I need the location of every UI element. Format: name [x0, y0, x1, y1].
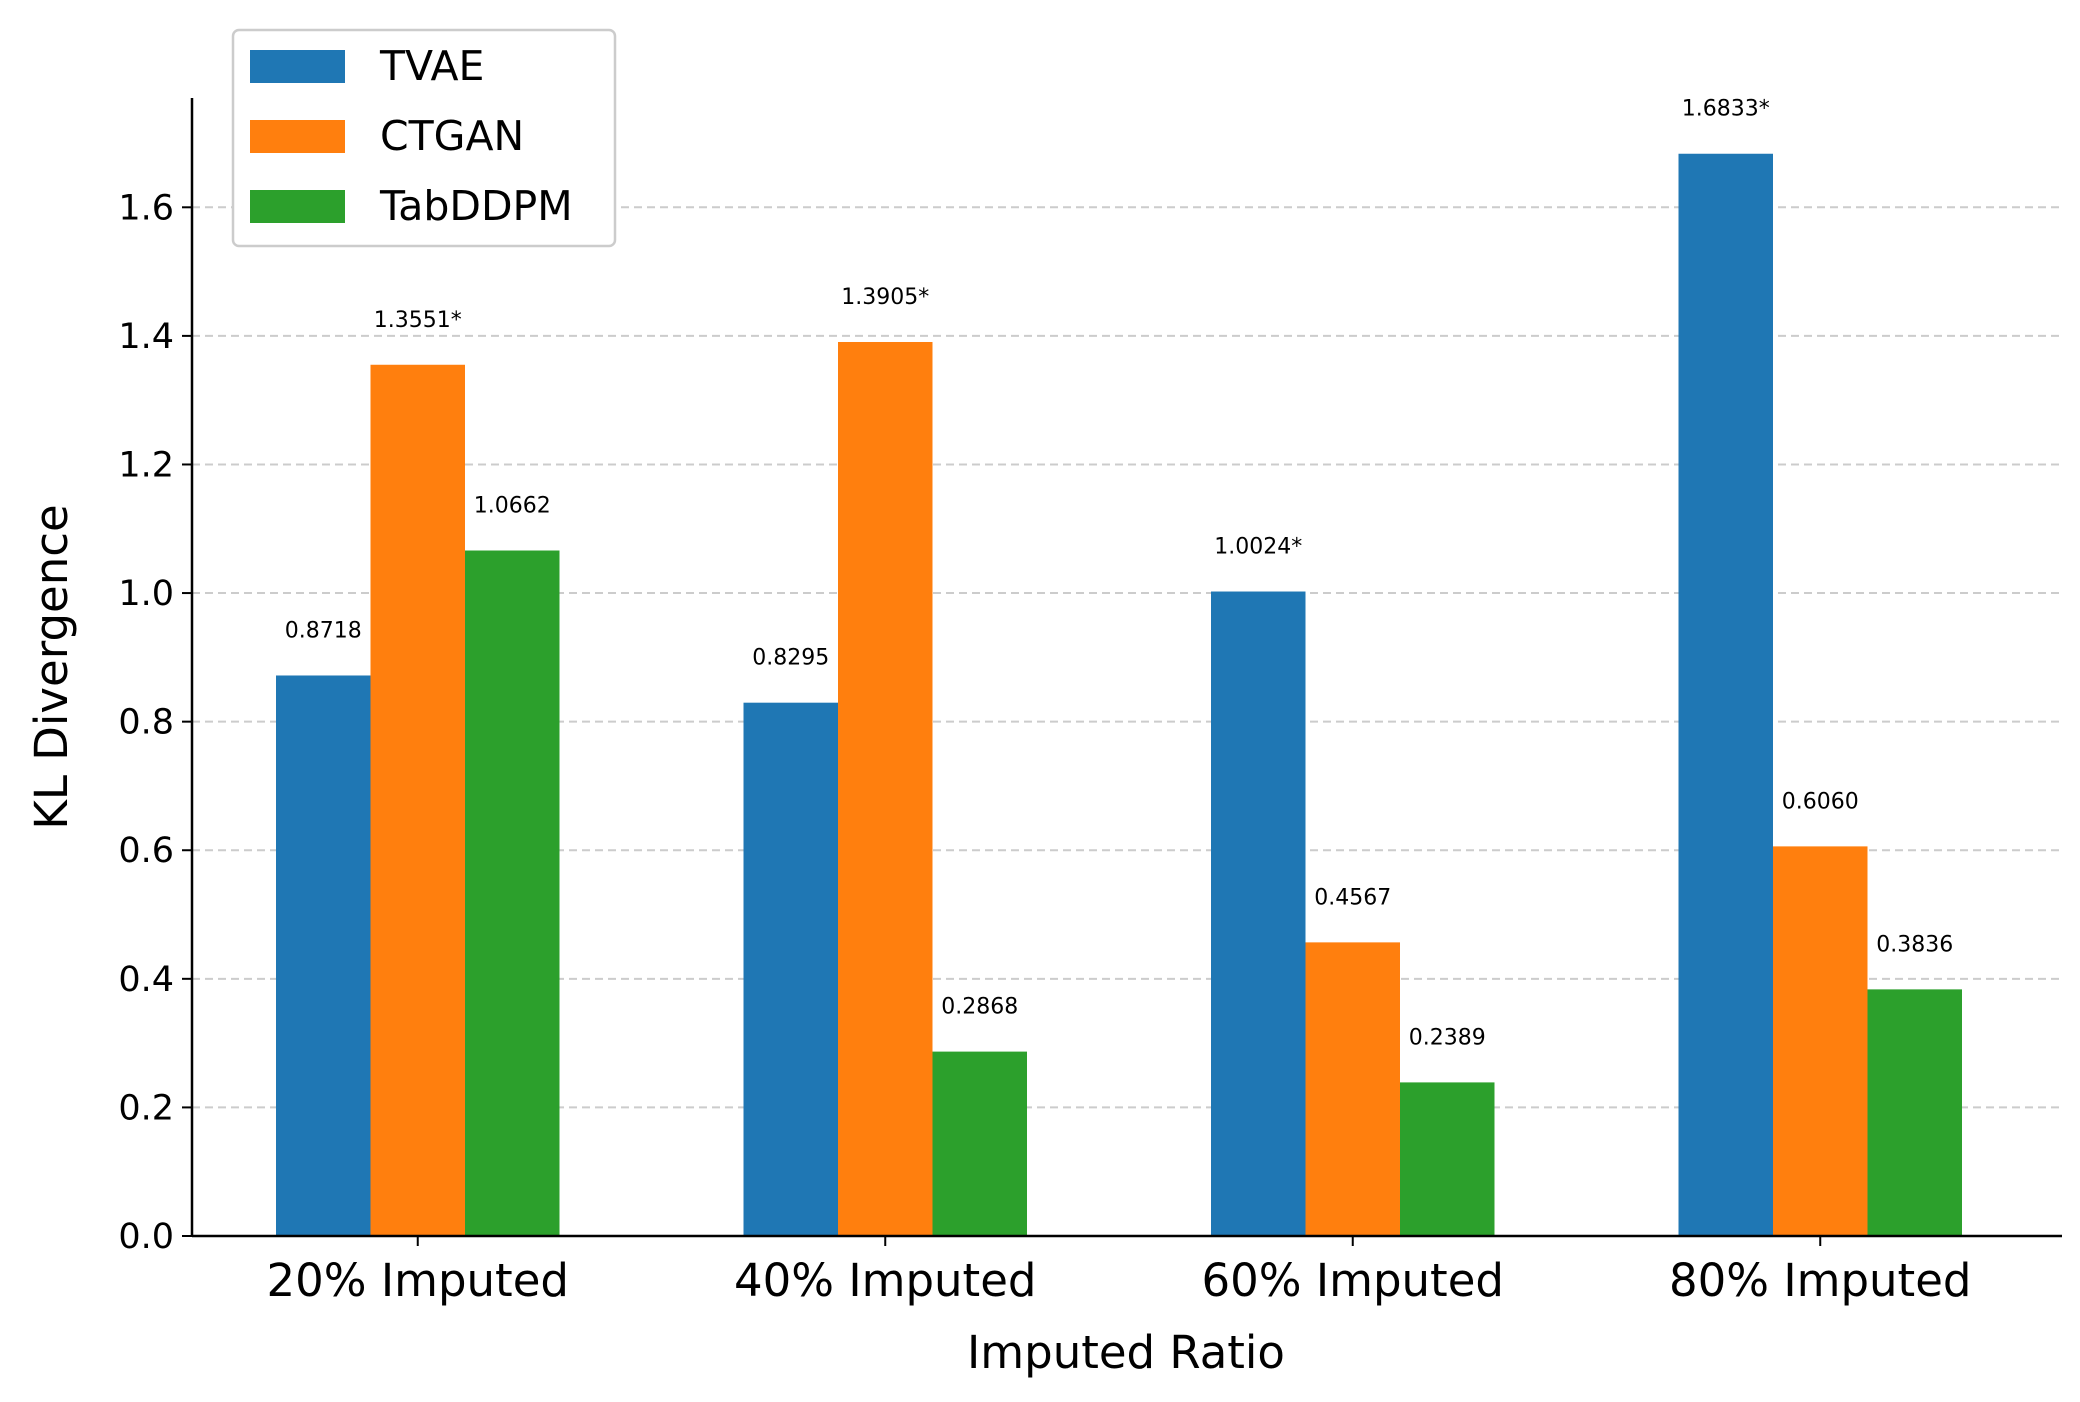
y-tick-label: 0.4 — [118, 960, 174, 1000]
x-axis-title: Imputed Ratio — [967, 1326, 1285, 1379]
bar-tvae — [1211, 591, 1306, 1236]
data-labels: 0.8718 1.3551* 1.0662 0.8295 1.3905* 0.2868 1.… — [285, 97, 1953, 1051]
bar-tabddpm — [932, 1051, 1027, 1236]
data-label: 1.0024* — [1214, 535, 1302, 560]
x-tick-label: 40% Imputed — [734, 1254, 1036, 1307]
data-label: 1.3905* — [841, 285, 929, 310]
x-tick-label: 80% Imputed — [1669, 1254, 1971, 1307]
bars — [276, 153, 1962, 1237]
y-tick-label: 0.6 — [118, 831, 174, 871]
y-tick-label: 0.2 — [118, 1088, 174, 1128]
data-label: 0.8295 — [752, 646, 829, 671]
data-label: 0.8718 — [285, 618, 362, 643]
data-label: 0.2389 — [1409, 1025, 1486, 1050]
y-tick-label: 0.8 — [118, 703, 174, 743]
data-label: 0.6060 — [1782, 789, 1859, 814]
y-axis-title: KL Divergence — [25, 504, 78, 829]
legend-label-ctgan: CTGAN — [380, 112, 524, 160]
data-label: 1.6833* — [1682, 97, 1770, 122]
y-tick-label: 0.0 — [118, 1217, 174, 1257]
ticks: 0.0 0.2 0.4 0.6 0.8 1.0 1.2 1.4 1.6 20% Imputed 40… — [118, 188, 1971, 1307]
bar-tvae — [276, 675, 371, 1236]
axes — [190, 98, 2062, 1238]
bar-ctgan — [1305, 942, 1400, 1236]
y-tick-label: 1.2 — [118, 445, 174, 485]
data-label: 0.2868 — [941, 995, 1018, 1020]
y-tick-label: 1.4 — [118, 317, 174, 357]
legend-swatch-tabddpm — [250, 190, 345, 223]
bar-tabddpm — [1400, 1082, 1495, 1236]
bar-tvae — [743, 702, 838, 1236]
bar-tabddpm — [465, 550, 560, 1236]
bar-tabddpm — [1867, 989, 1962, 1236]
bar-ctgan — [838, 341, 933, 1237]
data-label: 0.4567 — [1314, 885, 1391, 910]
legend: TVAE CTGAN TabDDPM — [231, 28, 617, 248]
legend-label-tvae: TVAE — [379, 42, 484, 90]
data-label: 1.3551* — [374, 308, 462, 333]
bar-ctgan — [370, 364, 465, 1237]
data-label: 1.0662 — [474, 493, 551, 518]
data-label: 0.3836 — [1876, 932, 1953, 957]
legend-swatch-tvae — [250, 50, 345, 83]
bar-ctgan — [1773, 846, 1868, 1236]
legend-label-tabddpm: TabDDPM — [379, 182, 573, 230]
y-tick-label: 1.0 — [118, 574, 174, 614]
bar-tvae — [1678, 153, 1773, 1237]
legend-swatch-ctgan — [250, 120, 345, 153]
x-tick-label: 60% Imputed — [1202, 1254, 1504, 1307]
y-tick-label: 1.6 — [118, 188, 174, 228]
x-tick-label: 20% Imputed — [267, 1254, 569, 1307]
